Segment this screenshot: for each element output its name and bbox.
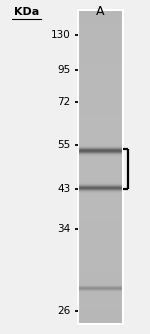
Text: 43: 43: [57, 184, 70, 194]
Text: A: A: [96, 5, 104, 18]
Text: 72: 72: [57, 97, 70, 107]
Bar: [78, 10, 123, 324]
Text: 34: 34: [57, 224, 70, 234]
Text: 26: 26: [57, 306, 70, 316]
Text: 55: 55: [57, 140, 70, 150]
Text: 130: 130: [51, 30, 70, 40]
Text: KDa: KDa: [14, 7, 39, 17]
Text: 95: 95: [57, 65, 70, 75]
